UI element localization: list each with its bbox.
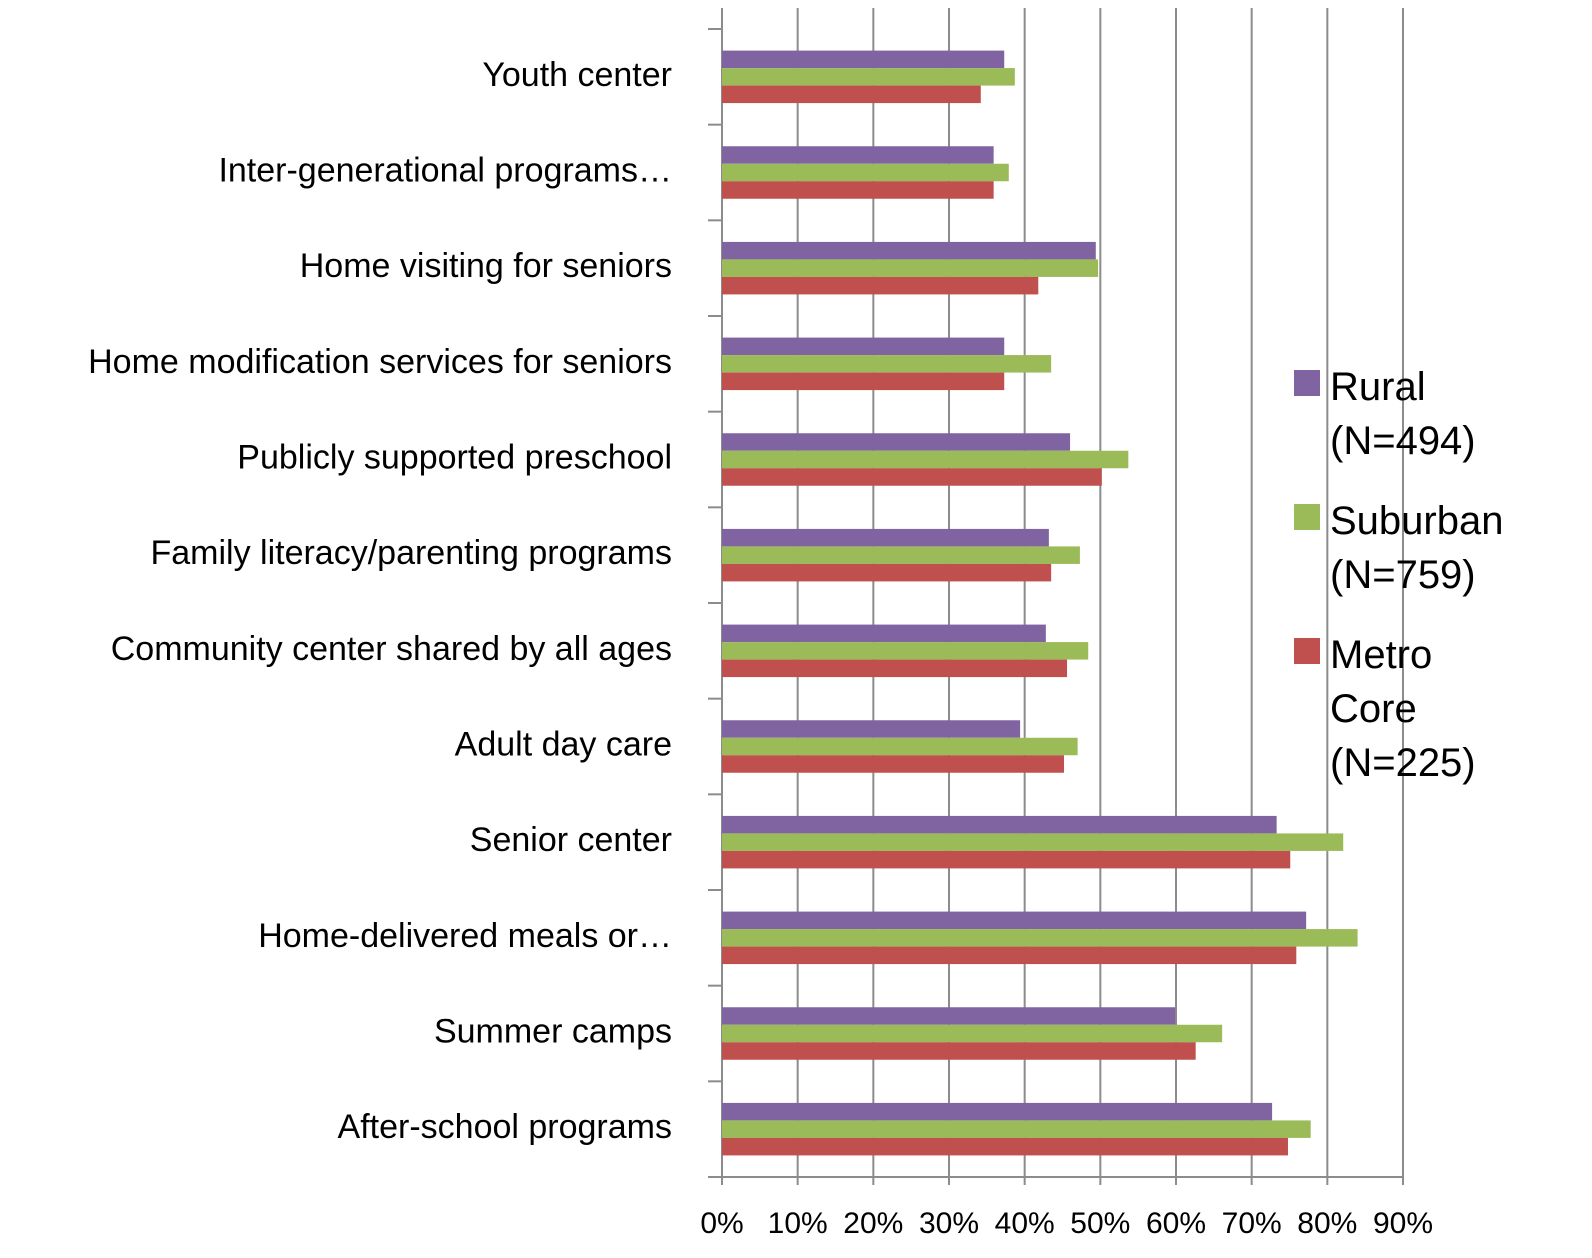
bar xyxy=(722,929,1358,947)
bar xyxy=(722,850,1291,869)
x-tick-label: 20% xyxy=(843,1207,903,1240)
y-tick-label: Youth center xyxy=(482,56,672,94)
x-tick-label: 70% xyxy=(1222,1207,1282,1240)
bar xyxy=(722,433,1071,451)
bar xyxy=(722,68,1015,86)
bar xyxy=(722,563,1052,582)
bar xyxy=(722,1042,1196,1060)
y-tick-label: Family literacy/parenting programs xyxy=(150,534,672,572)
x-tick-label: 90% xyxy=(1373,1207,1433,1240)
x-tick-label: 50% xyxy=(1070,1207,1130,1240)
bar xyxy=(722,181,994,199)
legend-item: Metro Core (N=225) xyxy=(1294,628,1530,790)
bar xyxy=(722,911,1307,930)
x-tick-label: 10% xyxy=(768,1207,828,1240)
bar xyxy=(722,815,1277,834)
y-tick-label: Senior center xyxy=(470,821,672,859)
bar xyxy=(722,1120,1311,1138)
y-tick-label: Home visiting for seniors xyxy=(300,247,672,285)
bar xyxy=(722,546,1080,564)
bar xyxy=(722,720,1021,738)
bar xyxy=(722,642,1089,660)
x-tick-label: 0% xyxy=(700,1207,743,1240)
y-tick-label: Community center shared by all ages xyxy=(111,630,672,668)
bar xyxy=(722,1007,1176,1025)
legend-swatch xyxy=(1294,370,1320,396)
y-tick-label: Summer camps xyxy=(434,1012,672,1050)
y-tick-label: Adult day care xyxy=(455,725,672,763)
bar xyxy=(722,276,1039,295)
legend-label: Suburban (N=759) xyxy=(1330,499,1504,597)
bar xyxy=(722,737,1078,756)
bar xyxy=(722,85,981,104)
legend-label: Metro Core (N=225) xyxy=(1330,633,1476,785)
legend-item: Rural (N=494) xyxy=(1294,360,1530,468)
bar xyxy=(722,241,1096,260)
x-tick-label: 40% xyxy=(995,1207,1055,1240)
bar xyxy=(722,146,994,164)
bar xyxy=(722,50,1005,69)
legend-label: Rural (N=494) xyxy=(1330,365,1476,463)
y-tick-label: Publicly supported preschool xyxy=(237,438,672,476)
legend-item: Suburban (N=759) xyxy=(1294,494,1530,602)
legend-swatch xyxy=(1294,504,1320,530)
bar xyxy=(722,259,1099,277)
x-tick-label: 60% xyxy=(1146,1207,1206,1240)
y-tick-label: Home-delivered meals or… xyxy=(258,917,672,955)
y-tick-label: Inter-generational programs… xyxy=(218,151,672,189)
legend: Rural (N=494) Suburban (N=759) Metro Core … xyxy=(1294,360,1530,816)
bar xyxy=(722,372,1005,391)
bar xyxy=(722,355,1052,373)
bar xyxy=(722,1137,1288,1156)
bar xyxy=(722,755,1065,773)
y-tick-label: Home modification services for seniors xyxy=(88,343,672,381)
bar xyxy=(722,833,1344,851)
x-tick-label: 80% xyxy=(1297,1207,1357,1240)
bar xyxy=(722,468,1102,486)
bar xyxy=(722,1102,1273,1121)
bar xyxy=(722,1024,1223,1043)
bar xyxy=(722,946,1297,965)
y-tick-label: After-school programs xyxy=(338,1108,672,1146)
bar xyxy=(722,450,1129,469)
bar xyxy=(722,337,1005,356)
bar xyxy=(722,624,1046,643)
x-tick-label: 30% xyxy=(919,1207,979,1240)
bar xyxy=(722,163,1009,182)
legend-swatch xyxy=(1294,638,1320,664)
bar xyxy=(722,659,1068,678)
bar xyxy=(722,528,1049,547)
